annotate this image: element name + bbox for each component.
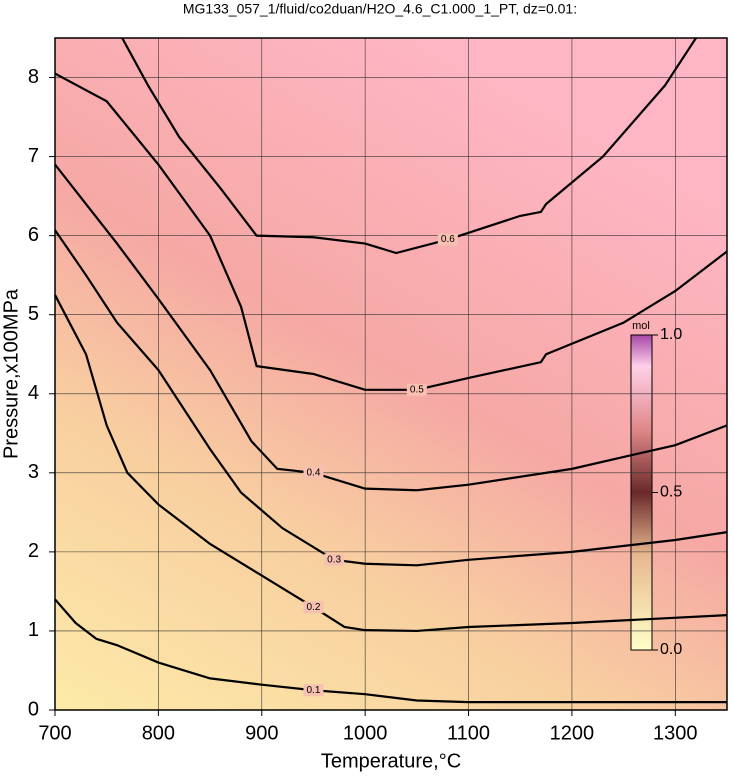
contour-line <box>54 163 728 492</box>
contour-label-bg <box>324 553 345 566</box>
x-tick-label: 1100 <box>447 722 490 744</box>
contour-label-bg <box>406 383 427 396</box>
x-tick-label: 700 <box>38 722 71 744</box>
chart-title: MG133_057_1/fluid/co2duan/H2O_4.6_C1.000… <box>183 1 577 17</box>
contour-line <box>54 294 728 633</box>
y-tick-label: 6 <box>28 224 39 246</box>
y-tick-label: 3 <box>28 461 39 483</box>
colorbar <box>630 334 653 651</box>
contour-label-bg <box>303 684 324 697</box>
y-tick-label: 7 <box>28 145 39 167</box>
contour-line <box>54 72 728 391</box>
colorbar-tick-label: 1.0 <box>660 326 682 343</box>
contour-label: 0.3 <box>327 554 341 565</box>
colorbar-label: mol <box>632 320 650 332</box>
x-tick-label: 1000 <box>343 722 388 744</box>
contour-label: 0.1 <box>307 685 321 696</box>
contour-label: 0.5 <box>410 384 424 395</box>
y-axis-label: Pressure,x100MPa <box>0 288 22 459</box>
y-tick-label: 2 <box>28 540 39 562</box>
contour-label: 0.4 <box>307 467 321 478</box>
contour-label-bg <box>303 601 324 614</box>
contour-line <box>54 229 728 567</box>
contour-label: 0.6 <box>441 234 455 245</box>
x-tick-label: 900 <box>245 722 278 744</box>
y-tick-label: 8 <box>28 66 39 88</box>
y-tick-label: 1 <box>28 619 39 641</box>
plot-background <box>55 38 727 710</box>
y-tick-label: 4 <box>28 382 39 404</box>
x-axis-label: Temperature,°C <box>321 750 461 772</box>
x-tick-label: 1200 <box>550 722 595 744</box>
contour-label-bg <box>437 233 458 246</box>
contour-line <box>121 37 697 255</box>
x-tick-label: 800 <box>142 722 175 744</box>
y-tick-label: 0 <box>28 698 39 720</box>
contour-label: 0.2 <box>307 602 321 613</box>
colorbar-tick-label: 0.5 <box>660 484 682 501</box>
y-tick-label: 5 <box>28 303 39 325</box>
colorbar-tick-label: 0.0 <box>660 641 682 658</box>
plot-frame <box>54 37 728 711</box>
contour-label-bg <box>303 466 324 479</box>
contour-line <box>54 598 727 704</box>
x-tick-label: 1300 <box>653 722 698 744</box>
